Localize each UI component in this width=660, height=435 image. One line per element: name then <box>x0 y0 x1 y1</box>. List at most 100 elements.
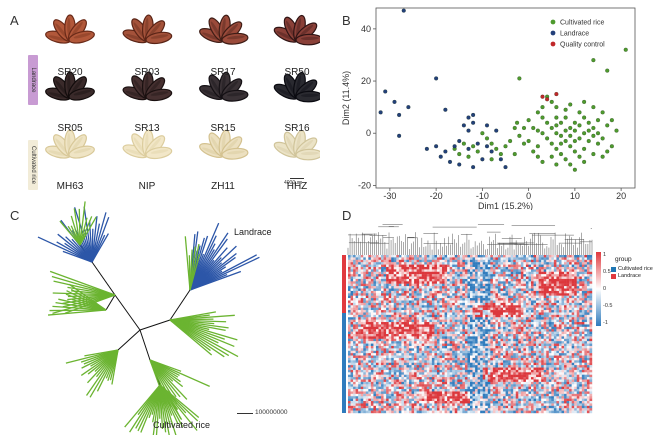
group-tab-landrace: Landrace <box>28 55 38 105</box>
data-point <box>434 76 439 81</box>
data-point <box>540 159 545 164</box>
data-point <box>540 131 545 136</box>
tree-scale-bar <box>237 413 253 414</box>
legend-swatch-landrace <box>611 274 616 279</box>
data-point <box>582 146 587 151</box>
tree-leaf <box>51 275 116 296</box>
data-point <box>623 47 628 52</box>
data-point <box>558 133 564 138</box>
data-point <box>452 144 457 149</box>
seed-label: SR20 <box>57 67 83 78</box>
data-point <box>554 115 559 120</box>
data-point <box>515 120 520 125</box>
data-point <box>447 159 453 164</box>
tree-leaf <box>79 216 97 246</box>
data-point <box>508 139 513 144</box>
seed-cluster <box>199 129 249 160</box>
seed-label: SR16 <box>284 123 310 134</box>
tree-leaf <box>91 216 110 263</box>
data-point <box>457 152 462 157</box>
data-point <box>489 141 494 146</box>
x-tick-label: 10 <box>570 191 580 201</box>
y-tick-label: 20 <box>361 76 371 86</box>
legend-label-landrace: Landrace <box>618 273 641 279</box>
seed-cluster <box>45 129 95 159</box>
data-point <box>498 157 503 162</box>
data-point <box>540 94 545 99</box>
seed-cluster <box>273 71 320 103</box>
data-point <box>461 123 466 128</box>
data-point <box>484 123 490 128</box>
panel-b: B -30 -20 -10 0 10 20 -20 0 20 40 Dim1 (15.2%) Dim2… <box>330 0 660 210</box>
data-point <box>512 125 517 131</box>
data-point <box>591 58 596 63</box>
data-point <box>480 157 485 162</box>
panel-c: C Landrace Cultivated rice 100000000 <box>0 200 330 435</box>
panel-letter-b: B <box>342 13 351 28</box>
data-point <box>471 112 476 117</box>
data-point <box>438 154 443 159</box>
data-point <box>563 107 568 112</box>
data-point <box>600 136 605 141</box>
tree-leaf <box>55 301 107 311</box>
data-point <box>577 123 582 128</box>
data-point <box>586 139 591 144</box>
legend-marker <box>550 19 556 25</box>
data-point <box>545 120 550 125</box>
legend-marker <box>550 41 556 47</box>
data-point <box>558 141 564 146</box>
tree-label-cultivated: Cultivated rice <box>153 420 211 430</box>
panel-a: A Landrace Cultivated rice SR20 SR03 SR17 S… <box>0 0 320 210</box>
tree-leaf <box>85 349 119 396</box>
data-point <box>572 120 577 125</box>
data-point <box>471 144 476 149</box>
data-point <box>503 165 508 170</box>
data-point <box>609 118 614 123</box>
data-point <box>591 133 596 138</box>
data-point <box>471 165 476 170</box>
tree-label-landrace: Landrace <box>234 227 272 237</box>
seed-photo-grid <box>45 14 320 161</box>
legend-label-cultivated: Cultivated rice <box>618 266 653 272</box>
tree-branch <box>105 294 116 311</box>
tree-branch <box>114 294 141 331</box>
legend-swatch-cultivated <box>611 267 616 272</box>
group-bar-landrace <box>342 255 346 313</box>
data-point <box>401 8 406 13</box>
data-point <box>586 128 591 133</box>
data-point <box>461 141 466 146</box>
tree-leaf <box>49 309 107 312</box>
data-point <box>554 146 559 151</box>
data-point <box>595 141 601 146</box>
tree-leaf <box>189 254 201 291</box>
data-point <box>392 99 397 104</box>
data-point <box>475 141 480 146</box>
seed-cluster <box>273 14 320 46</box>
x-tick-label: 20 <box>616 191 626 201</box>
data-point <box>568 162 573 167</box>
tree-leaf <box>149 359 167 405</box>
data-point <box>577 110 582 115</box>
data-point <box>591 152 596 157</box>
data-point <box>605 68 610 73</box>
seed-cluster <box>199 14 249 45</box>
data-point <box>535 144 540 149</box>
tree-branch <box>169 289 191 321</box>
data-point <box>466 115 471 120</box>
tree-leaf <box>149 359 182 419</box>
tree-branch <box>117 329 141 351</box>
x-tick-label: -30 <box>383 191 396 201</box>
data-point <box>563 128 568 133</box>
panel-letter-d: D <box>342 208 352 223</box>
tree-leaf <box>37 236 93 263</box>
tree-leaf <box>91 233 109 263</box>
data-point <box>494 146 499 151</box>
seed-label: SR50 <box>284 67 310 78</box>
data-point <box>540 115 545 120</box>
seed-cluster <box>122 71 173 102</box>
scale-bar-label: 4000μm <box>284 180 303 186</box>
plot-frame <box>375 7 636 189</box>
data-point <box>443 107 448 112</box>
tree-leaf <box>79 201 86 246</box>
data-point <box>424 146 429 151</box>
